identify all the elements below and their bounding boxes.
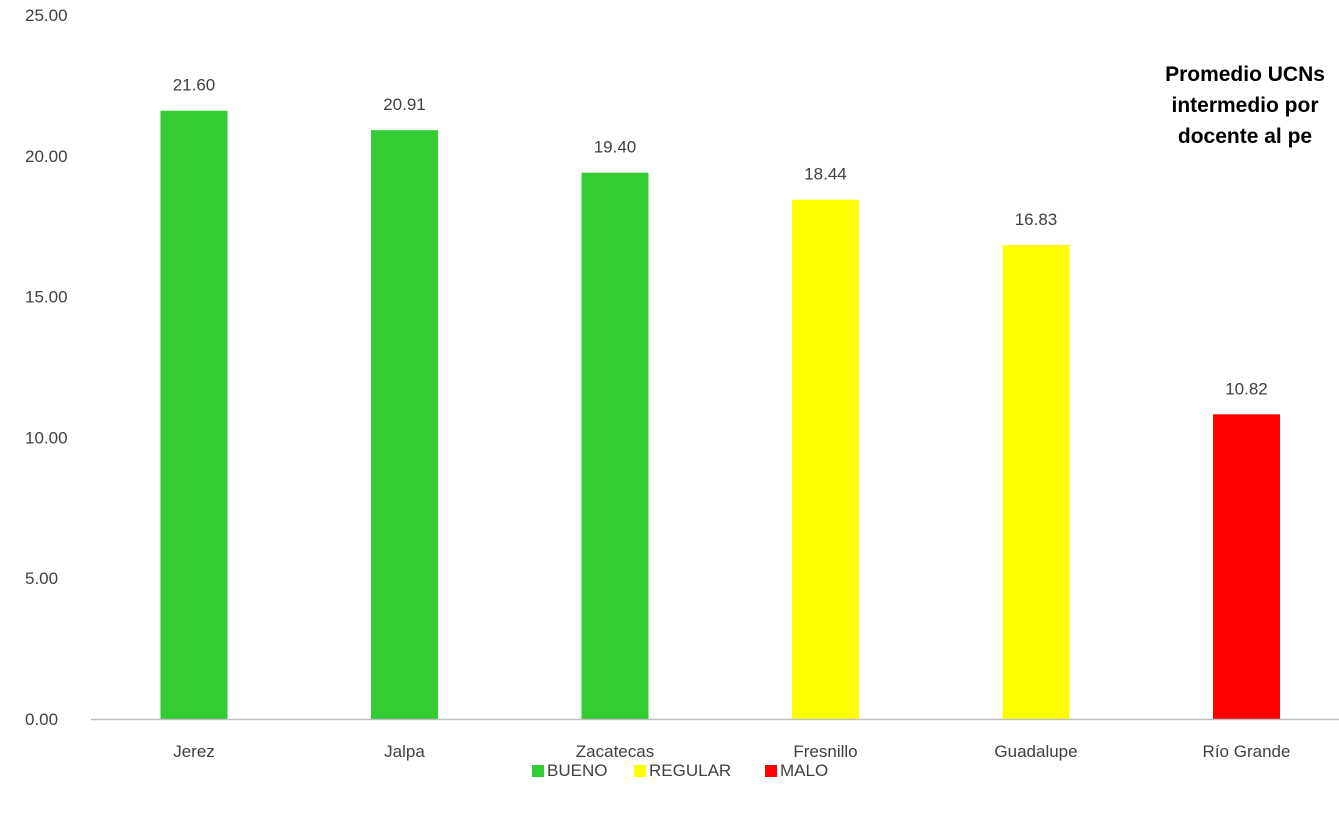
chart-title-line: intermedio por xyxy=(1171,94,1318,117)
x-tick-label: Jerez xyxy=(173,742,215,761)
y-axis-ticks: 0.00 5.00 10.00 15.00 20.00 25.00 xyxy=(25,6,68,729)
x-tick-label: Guadalupe xyxy=(994,742,1077,761)
legend-swatch-bueno xyxy=(532,765,544,777)
legend-swatch-malo xyxy=(765,765,777,777)
data-label: 21.60 xyxy=(173,76,216,95)
bar-río-grande xyxy=(1213,414,1280,719)
data-label: 16.83 xyxy=(1015,210,1058,229)
legend: BUENO REGULAR MALO xyxy=(532,761,828,780)
y-tick-label: 0.00 xyxy=(25,710,58,729)
bar-jalpa xyxy=(371,130,438,720)
data-label: 19.40 xyxy=(594,138,637,157)
y-tick-label: 10.00 xyxy=(25,428,68,447)
legend-label: REGULAR xyxy=(649,761,731,780)
x-tick-label: Río Grande xyxy=(1203,742,1291,761)
legend-label: MALO xyxy=(780,761,828,780)
data-label: 18.44 xyxy=(804,165,847,184)
data-label: 20.91 xyxy=(383,95,426,114)
data-labels: 21.60 20.91 19.40 18.44 16.83 10.82 xyxy=(173,76,1268,399)
y-tick-label: 25.00 xyxy=(25,6,68,25)
bar-jerez xyxy=(160,110,228,719)
legend-swatch-regular xyxy=(634,765,646,777)
bar-guadalupe xyxy=(1002,245,1070,719)
legend-label: BUENO xyxy=(547,761,607,780)
data-label: 10.82 xyxy=(1225,379,1268,398)
x-tick-label: Jalpa xyxy=(384,742,425,761)
bar-zacatecas xyxy=(581,172,649,720)
chart-title: Promedio UCNs intermedio por docente al pe xyxy=(1165,63,1325,148)
x-tick-label: Zacatecas xyxy=(576,742,654,761)
x-axis-category-labels: Jerez Jalpa Zacatecas Fresnillo Guadalupe Río… xyxy=(173,742,1290,761)
bar-fresnillo xyxy=(792,199,859,719)
bars xyxy=(160,110,1280,720)
chart-title-line: docente al pe xyxy=(1178,125,1312,148)
y-tick-label: 15.00 xyxy=(25,288,68,307)
y-tick-label: 20.00 xyxy=(25,147,68,166)
x-tick-label: Fresnillo xyxy=(793,742,857,761)
y-tick-label: 5.00 xyxy=(25,569,58,588)
chart-title-line: Promedio UCNs xyxy=(1165,63,1325,86)
